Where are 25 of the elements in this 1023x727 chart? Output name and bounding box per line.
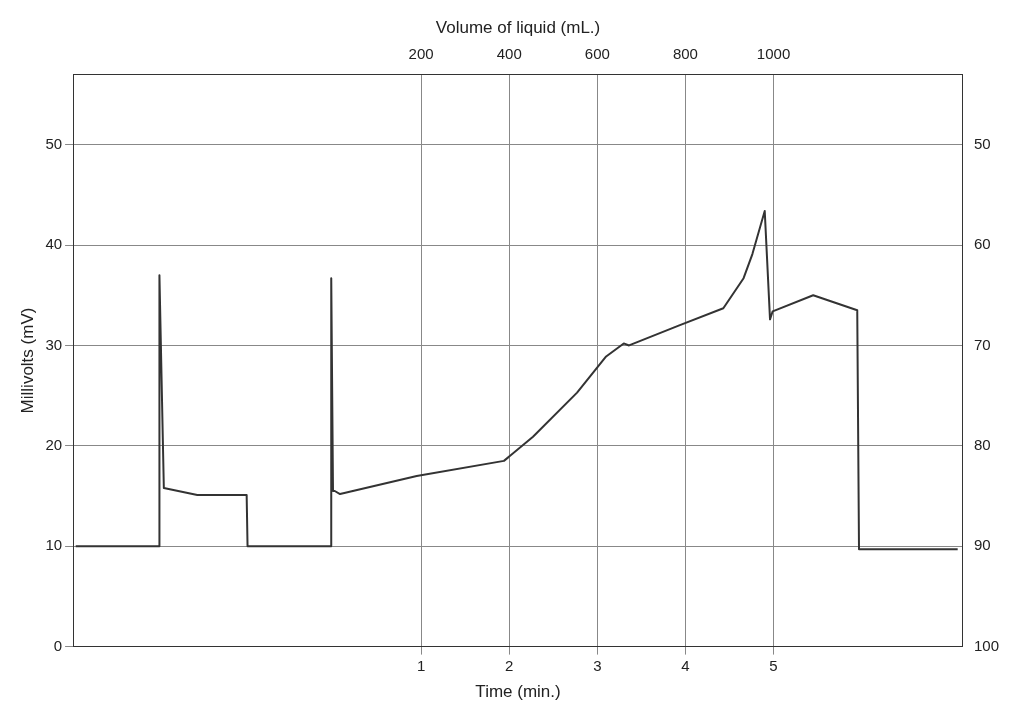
x2-tick-label: 400 (496, 44, 522, 62)
y-tick-label: 30 (45, 335, 63, 353)
x-axis-title: Time (min.) (475, 682, 561, 702)
y2-tick-label: 100 (973, 636, 999, 654)
y2-tick-label: 80 (973, 435, 991, 453)
x2-axis-title: Volume of liquid (mL.) (435, 17, 601, 37)
y-tick-label: 50 (45, 134, 63, 152)
x-tick-label: 3 (593, 656, 602, 674)
y-tick-label: 0 (53, 636, 63, 654)
y2-tick-label: 90 (973, 536, 991, 554)
y-tick-label: 20 (45, 435, 63, 453)
y2-tick-label: 50 (973, 134, 991, 152)
x2-tick-label: 800 (672, 44, 698, 62)
y-tick-label: 40 (45, 235, 63, 253)
x-tick-label: 5 (769, 656, 778, 674)
x-tick-label: 1 (416, 656, 426, 674)
y2-tick-label: 70 (973, 335, 991, 353)
y-tick-label: 10 (45, 536, 63, 554)
x2-tick-label: 1000 (756, 44, 791, 62)
x-tick-label: 2 (505, 656, 514, 674)
x2-tick-label: 200 (408, 44, 434, 62)
x2-tick-label: 600 (584, 44, 610, 62)
y-axis-title: Millivolts (mV) (17, 307, 37, 414)
y2-tick-label: 60 (973, 235, 991, 253)
x-tick-label: 4 (681, 656, 690, 674)
